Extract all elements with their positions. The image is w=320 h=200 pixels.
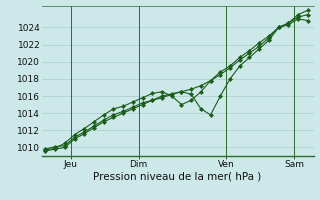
X-axis label: Pression niveau de la mer( hPa ): Pression niveau de la mer( hPa ) [93, 172, 262, 182]
